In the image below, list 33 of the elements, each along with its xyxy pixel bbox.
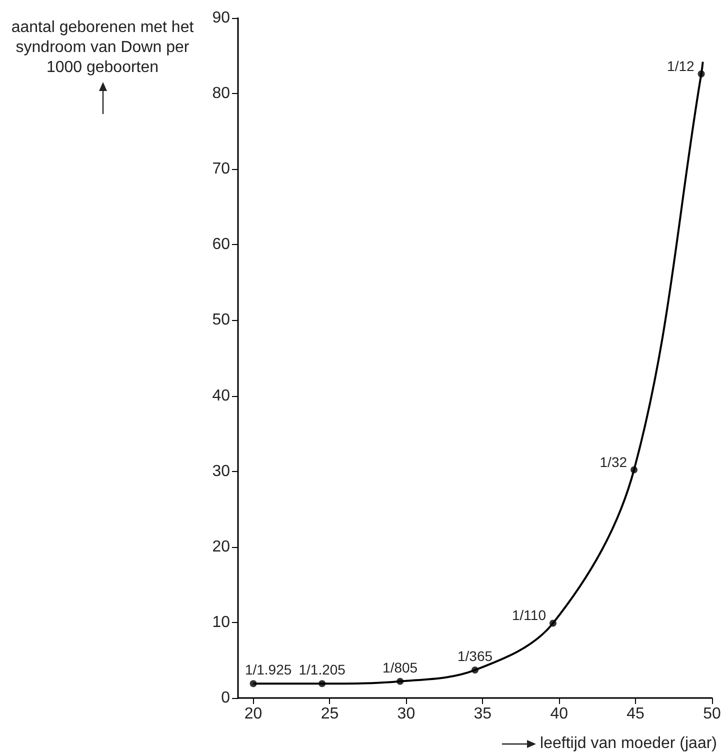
y-tick-label: 30 [212,462,230,480]
y-tick-label: 0 [221,690,230,706]
point [472,666,478,674]
annotation: 1/110 [512,607,546,624]
x-tick-label: 40 [550,706,568,722]
point [549,620,556,627]
y-tick-label: 50 [212,312,230,329]
annotation: 1/32 [600,454,628,470]
x-axis-title: leeftijd van moeder (jaar) [540,735,717,753]
annotation: 1/1.925 [244,662,292,678]
annotation: 1/1.205 [298,662,346,678]
x-tick-label: 35 [474,706,492,722]
annotation: 1/12 [667,58,695,74]
y-axis-title: aantal geborenen met het syndroom van Down per 1000 geboorten [10,18,195,78]
annotation: 1/805 [382,659,418,676]
y-tick-label: 70 [212,160,230,178]
point [630,466,638,474]
y-tick-label: 90 [212,10,230,26]
point [250,680,257,688]
y-tick-label: 80 [212,85,230,102]
y-tick-label: 40 [212,387,230,404]
x-tick-label: 45 [626,706,645,722]
y-tick-label: 60 [212,236,230,254]
y-tick-label: 20 [212,538,230,556]
x-tick-label: 50 [703,706,721,722]
y-tick-label: 10 [212,614,230,631]
point [396,678,404,685]
x-tick-label: 30 [397,706,416,722]
x-tick-label: 25 [320,706,339,722]
x-tick-label: 20 [244,706,262,722]
point [698,70,705,78]
annotation: 1/365 [457,648,493,664]
point [318,680,326,688]
